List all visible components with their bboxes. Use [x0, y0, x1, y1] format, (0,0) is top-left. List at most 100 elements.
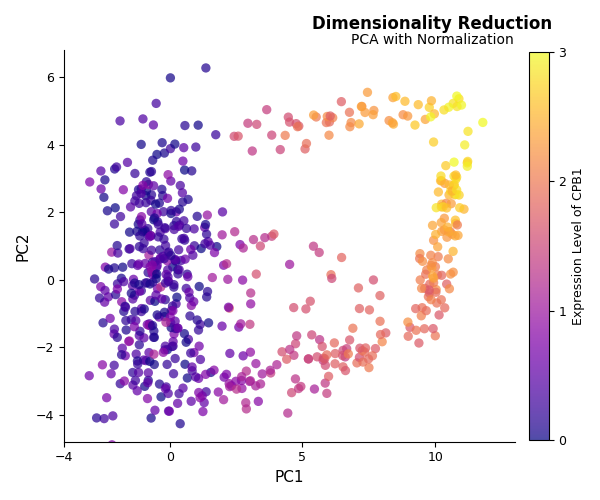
Point — [209, 366, 219, 374]
Point — [201, 64, 211, 72]
Point — [142, 278, 152, 286]
Point — [143, 231, 152, 239]
Point — [143, 394, 152, 402]
Point — [193, 316, 202, 324]
Point — [152, 150, 162, 158]
Point — [98, 319, 108, 327]
Point — [442, 199, 451, 207]
Point — [433, 271, 442, 279]
Point — [377, 338, 387, 345]
Point — [355, 344, 365, 352]
Point — [304, 355, 313, 363]
Point — [117, 350, 127, 358]
Point — [191, 373, 200, 381]
Point — [197, 392, 207, 400]
Point — [211, 130, 221, 138]
Point — [364, 364, 374, 372]
Point — [100, 286, 110, 294]
Point — [180, 166, 190, 174]
Point — [325, 112, 335, 120]
Point — [442, 234, 452, 241]
Point — [152, 270, 161, 278]
Point — [134, 368, 143, 376]
Point — [107, 441, 117, 449]
Point — [142, 186, 151, 194]
Point — [200, 240, 210, 248]
Point — [145, 262, 155, 270]
Point — [110, 204, 120, 212]
Point — [294, 384, 304, 392]
Point — [171, 258, 181, 266]
Point — [121, 352, 130, 360]
Point — [134, 288, 144, 296]
Point — [186, 246, 196, 254]
Point — [173, 324, 183, 332]
Point — [317, 342, 327, 350]
Point — [231, 378, 241, 386]
Point — [325, 118, 334, 126]
Point — [179, 144, 188, 152]
Point — [324, 131, 334, 139]
Point — [139, 244, 148, 252]
Point — [322, 118, 331, 126]
Point — [368, 110, 378, 118]
Point — [143, 224, 152, 232]
Point — [112, 242, 122, 250]
Point — [153, 218, 163, 226]
Point — [159, 235, 169, 243]
Point — [109, 330, 119, 338]
Point — [182, 374, 192, 382]
Point — [437, 296, 446, 304]
Point — [448, 187, 457, 195]
Point — [178, 189, 187, 197]
Point — [163, 194, 172, 202]
Point — [147, 267, 157, 275]
Point — [132, 228, 142, 235]
Point — [133, 357, 142, 365]
Point — [426, 262, 436, 270]
Point — [134, 280, 144, 288]
Point — [222, 260, 232, 268]
Point — [104, 265, 113, 273]
Point — [452, 221, 462, 229]
Point — [194, 282, 204, 290]
Point — [110, 264, 119, 272]
Point — [236, 376, 246, 384]
Point — [187, 398, 196, 406]
Point — [118, 263, 127, 271]
Y-axis label: PC2: PC2 — [15, 231, 30, 260]
Point — [121, 326, 131, 334]
Point — [289, 352, 299, 360]
Point — [196, 356, 205, 364]
Point — [293, 122, 302, 130]
Point — [175, 266, 184, 274]
Point — [155, 380, 164, 388]
Point — [146, 196, 155, 204]
Point — [158, 208, 168, 216]
Point — [112, 163, 121, 171]
Point — [453, 232, 463, 239]
Point — [163, 266, 173, 274]
Point — [92, 414, 101, 422]
Point — [161, 383, 171, 391]
Point — [198, 408, 208, 416]
Point — [160, 346, 170, 354]
Point — [160, 296, 170, 304]
Point — [174, 222, 184, 230]
Point — [272, 360, 281, 368]
Point — [202, 388, 211, 396]
Point — [180, 122, 190, 130]
Point — [338, 346, 348, 354]
Point — [174, 390, 184, 398]
Point — [285, 260, 295, 268]
Point — [427, 97, 436, 105]
Point — [330, 360, 340, 368]
Point — [131, 316, 140, 324]
Point — [160, 149, 169, 157]
Point — [151, 200, 160, 208]
Point — [440, 214, 449, 222]
Point — [320, 362, 330, 370]
Point — [113, 334, 122, 342]
Point — [170, 354, 180, 362]
Point — [256, 380, 265, 388]
